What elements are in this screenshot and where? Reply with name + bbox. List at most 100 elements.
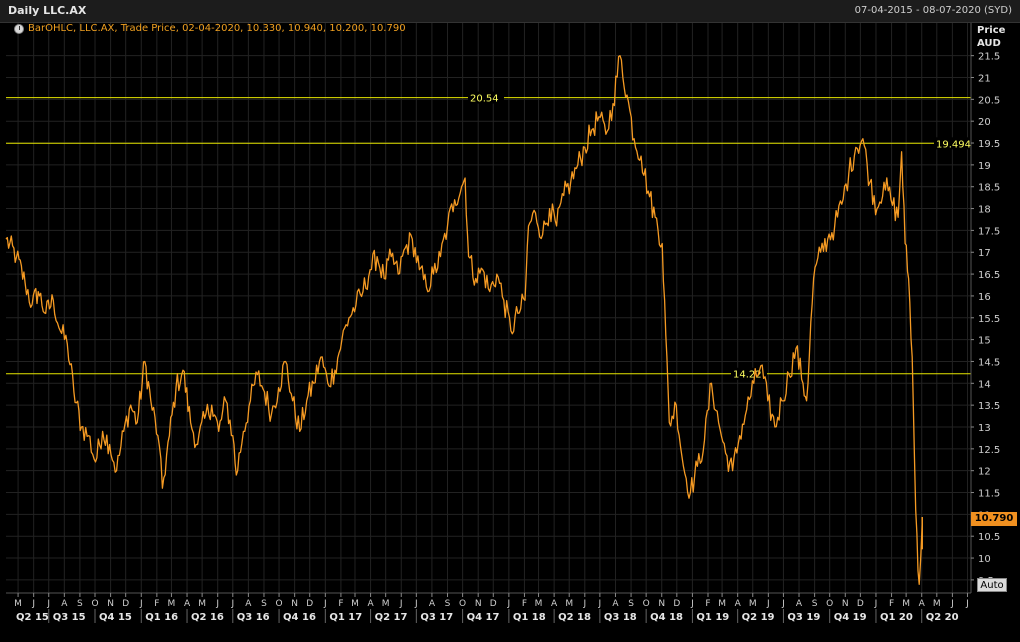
y-tick-label: 20 <box>978 117 991 128</box>
quarter-label: Q4 18 <box>650 612 683 623</box>
quarter-label: Q1 17 <box>329 612 362 623</box>
quarter-label: Q2 20 <box>926 612 959 623</box>
month-label: J <box>507 599 511 609</box>
month-label: O <box>459 599 466 609</box>
quarter-label: Q1 19 <box>696 612 729 623</box>
plot-background <box>6 23 971 593</box>
month-label: F <box>522 599 527 609</box>
quarter-label: Q4 15 <box>99 612 132 623</box>
y-tick-label: 18.5 <box>978 183 1000 194</box>
y-tick-label: 20.5 <box>978 95 1000 106</box>
y-tick-label: 10 <box>978 554 991 565</box>
series-legend[interactable]: BarOHLC, LLC.AX, Trade Price, 02-04-2020… <box>14 23 406 34</box>
month-label: D <box>306 599 313 609</box>
month-label: N <box>107 599 114 609</box>
month-label: J <box>31 599 35 609</box>
month-label: A <box>367 599 374 609</box>
month-label: A <box>551 599 558 609</box>
clock-icon[interactable] <box>14 23 24 34</box>
auto-scale-button[interactable]: Auto <box>977 578 1007 592</box>
month-label: N <box>291 599 298 609</box>
month-label: D <box>122 599 129 609</box>
month-label: S <box>812 599 818 609</box>
quarter-label: Q1 16 <box>145 612 178 623</box>
price-label: Price <box>977 25 1006 36</box>
month-label: J <box>690 599 694 609</box>
y-tick-label: 16 <box>978 292 991 303</box>
currency-label: AUD <box>977 38 1001 49</box>
month-label: J <box>230 599 234 609</box>
y-tick-label: 16.5 <box>978 270 1000 281</box>
reference-label: 19.494 <box>936 139 971 150</box>
month-label: F <box>154 599 159 609</box>
price-series-line <box>5 55 923 585</box>
quarter-label: Q2 17 <box>375 612 408 623</box>
month-label: D <box>857 599 864 609</box>
y-tick-label: 12 <box>978 467 991 478</box>
price-axis-header: Price AUD <box>977 24 1005 50</box>
month-label: A <box>61 599 68 609</box>
quarter-label: Q3 18 <box>604 612 637 623</box>
month-label: J <box>582 599 586 609</box>
month-label: A <box>919 599 926 609</box>
last-price-badge: 10.790 <box>971 512 1017 526</box>
quarter-label: Q4 17 <box>467 612 500 623</box>
quarter-label: Q3 19 <box>787 612 820 623</box>
y-tick-label: 17 <box>978 248 991 259</box>
month-label: D <box>673 599 680 609</box>
month-label: S <box>628 599 634 609</box>
month-label: J <box>598 599 602 609</box>
y-axis: 9.51010.51111.51212.51313.51414.51515.51… <box>970 23 1000 593</box>
month-label: A <box>612 599 619 609</box>
quarter-label: Q4 16 <box>283 612 316 623</box>
y-tick-label: 18 <box>978 205 991 216</box>
month-label: J <box>414 599 418 609</box>
y-tick-label: 13 <box>978 423 991 434</box>
y-tick-label: 21 <box>978 74 991 85</box>
month-label: A <box>245 599 252 609</box>
quarter-label: Q2 15 <box>16 612 49 623</box>
month-label: S <box>77 599 83 609</box>
date-range: 07-04-2015 - 08-07-2020 (SYD) <box>854 5 1012 16</box>
y-tick-label: 17.5 <box>978 226 1000 237</box>
month-label: M <box>351 599 359 609</box>
horizontal-lines: 20.54 19.494 14.22 <box>6 91 976 381</box>
title-bar: Daily LLC.AX 07-04-2015 - 08-07-2020 (SY… <box>0 0 1020 23</box>
month-label: O <box>643 599 650 609</box>
y-tick-label: 15 <box>978 336 991 347</box>
month-label: M <box>718 599 726 609</box>
month-label: J <box>139 599 143 609</box>
quarter-label: Q3 16 <box>237 612 270 623</box>
reference-label-bg <box>731 367 767 380</box>
month-label: A <box>735 599 742 609</box>
reference-label-bg <box>468 91 504 104</box>
month-label: F <box>889 599 894 609</box>
grid <box>6 23 971 593</box>
y-tick-label: 19.5 <box>978 139 1000 150</box>
month-label: J <box>215 599 219 609</box>
month-label: M <box>168 599 176 609</box>
month-label: S <box>445 599 451 609</box>
reference-label: 14.22 <box>733 370 762 381</box>
quarter-label: Q1 18 <box>513 612 546 623</box>
month-label: M <box>14 599 22 609</box>
month-label: J <box>965 599 969 609</box>
month-label: N <box>658 599 665 609</box>
y-tick-label: 15.5 <box>978 314 1000 325</box>
month-label: F <box>705 599 710 609</box>
month-label: M <box>902 599 910 609</box>
y-tick-label: 11.5 <box>978 489 1000 500</box>
chart-title: Daily LLC.AX <box>8 4 87 17</box>
month-label: M <box>933 599 941 609</box>
y-tick-label: 10.5 <box>978 532 1000 543</box>
month-label: N <box>475 599 482 609</box>
month-label: A <box>429 599 436 609</box>
month-label: M <box>565 599 573 609</box>
month-label: S <box>261 599 267 609</box>
month-label: J <box>323 599 327 609</box>
y-tick-label: 21.5 <box>978 52 1000 63</box>
quarter-label: Q4 19 <box>834 612 867 623</box>
month-label: J <box>399 599 403 609</box>
reference-label: 20.54 <box>470 94 499 105</box>
